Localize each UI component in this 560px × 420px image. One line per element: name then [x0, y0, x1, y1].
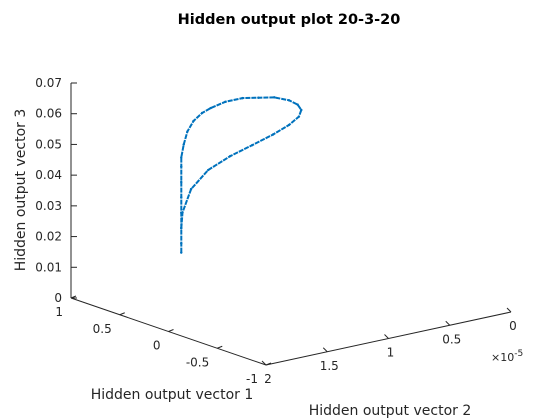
x-tick-label: -0.5	[186, 355, 209, 369]
y-tick-label: 2	[264, 372, 272, 386]
y-tick-mark	[506, 307, 512, 313]
y-tick-mark	[261, 360, 267, 366]
y-tick-label: 1.5	[320, 359, 339, 373]
series-line	[180, 96, 303, 253]
x-tick-label: 0.5	[93, 322, 112, 336]
chart-title: Hidden output plot 20-3-20	[178, 12, 401, 28]
y-tick-mark	[445, 320, 451, 326]
y-axis-exponent: ×10-5	[491, 349, 523, 364]
data-point	[192, 119, 195, 123]
z-axis-label: Hidden output vector 3	[13, 109, 29, 272]
data-series	[180, 96, 303, 254]
z-tick-label: 0.07	[35, 76, 62, 90]
z-tick-label: 0	[54, 291, 62, 305]
data-point	[182, 143, 185, 146]
z-tick-label: 0.06	[35, 107, 62, 121]
z-tick-label: 0.02	[35, 230, 62, 244]
data-point	[296, 103, 299, 106]
x-axis-ticks: 1 0.5 0 -0.5 -1	[55, 295, 272, 386]
data-point	[300, 108, 303, 112]
data-point	[181, 211, 184, 214]
x-tick-label: -1	[246, 372, 258, 386]
data-point	[180, 196, 183, 199]
x-tick-mark	[265, 362, 272, 366]
data-point	[257, 96, 260, 99]
x-tick-mark	[217, 345, 223, 349]
data-point	[180, 251, 183, 254]
x-axis-label: Hidden output vector 1	[91, 387, 254, 403]
z-tick-label: 0.05	[35, 137, 62, 151]
data-point	[287, 123, 291, 127]
data-point	[200, 111, 204, 115]
y-tick-label: 0	[509, 319, 517, 333]
y-tick-label: 0.5	[442, 332, 461, 346]
data-point	[180, 156, 183, 159]
z-tick-label: 0.01	[35, 260, 62, 274]
z-tick-label: 0.04	[35, 168, 62, 182]
data-point	[189, 187, 193, 191]
x-tick-mark	[168, 329, 174, 332]
x-tick-mark	[119, 312, 125, 316]
data-point	[273, 96, 276, 99]
data-point	[251, 143, 254, 147]
data-point	[186, 130, 189, 133]
data-point	[207, 168, 210, 172]
data-point	[180, 180, 183, 184]
data-point	[224, 100, 227, 104]
data-point	[271, 133, 275, 136]
x-tick-label: 1	[55, 305, 63, 319]
y-axis-label: Hidden output vector 2	[309, 403, 472, 419]
data-point	[241, 96, 244, 100]
z-axis-ticks: 0 0.01 0.02 0.03 0.04 0.05 0.06 0.07	[35, 76, 77, 305]
y-tick-mark	[322, 347, 328, 353]
y-axis-ticks: 2 1.5 1 0.5 0	[261, 307, 517, 386]
y-tick-mark	[384, 334, 389, 339]
x-tick-mark	[70, 295, 77, 299]
data-point	[229, 154, 232, 158]
y-tick-label: 1	[387, 346, 395, 360]
data-point	[287, 99, 291, 102]
data-point	[209, 106, 212, 110]
z-tick-label: 0.03	[35, 199, 62, 213]
data-point	[180, 165, 183, 168]
x-tick-label: 0	[153, 339, 161, 353]
data-point	[180, 226, 183, 230]
data-point	[180, 242, 183, 245]
data-point	[297, 115, 301, 118]
